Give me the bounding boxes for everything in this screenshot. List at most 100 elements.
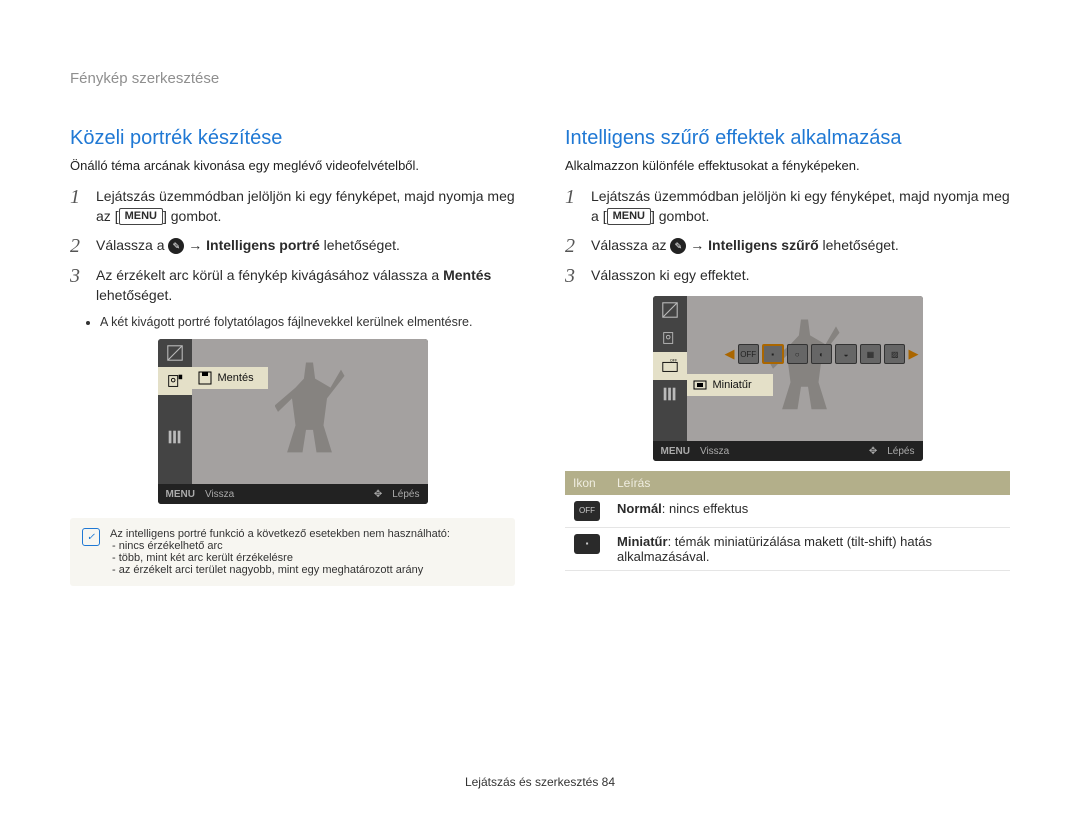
step-label: Lépés xyxy=(887,446,914,457)
silhouette-placeholder xyxy=(275,362,345,452)
page-header: Fénykép szerkesztése xyxy=(70,70,1010,87)
portrait-mode-icon[interactable] xyxy=(653,324,687,352)
left-column: Közeli portrék készítése Önálló téma arc… xyxy=(70,127,515,586)
miniature-icon xyxy=(693,378,707,392)
lcd-action-label: Miniatűr xyxy=(713,379,752,391)
left-step-3: 3 Az érzékelt arc körül a fénykép kivágá… xyxy=(70,266,515,305)
step-text: Válassza az ✎ → Intelligens szűrő lehető… xyxy=(591,236,899,256)
save-icon xyxy=(198,371,212,385)
portrait-mode-icon[interactable] xyxy=(158,367,192,395)
left-sublist: A két kivágott portré folytatólagos fájl… xyxy=(100,315,515,329)
text: Az érzékelt arc körül a fénykép kivágásá… xyxy=(96,267,443,283)
step-number: 3 xyxy=(565,266,581,286)
note-item: - több, mint két arc került érzékelésre xyxy=(110,552,450,564)
filter-thumb[interactable]: ▨ xyxy=(884,344,905,364)
filter-mode-icon[interactable]: OFF xyxy=(158,395,192,423)
effect-desc: : nincs effektus xyxy=(662,501,748,516)
adjust-icon[interactable] xyxy=(653,380,687,408)
menu-label: MENU xyxy=(661,446,690,457)
text: lehetőséget. xyxy=(320,237,400,253)
left-title: Közeli portrék készítése xyxy=(70,127,515,150)
lcd-action-save[interactable]: Mentés xyxy=(192,367,268,389)
normal-effect-icon: OFF xyxy=(574,501,600,521)
lcd-main: ◀ OFF ▪ ○ ◐ ◒ ▦ ▨ ▶ xyxy=(687,296,923,441)
left-step-1: 1 Lejátszás üzemmódban jelöljön ki egy f… xyxy=(70,187,515,226)
step-text: Válassza a ✎ → Intelligens portré lehető… xyxy=(96,236,400,256)
note-item: - az érzékelt arci terület nagyobb, mint… xyxy=(110,564,450,576)
step-text: Az érzékelt arc körül a fénykép kivágásá… xyxy=(96,266,515,305)
note-item: - nincs érzékelhető arc xyxy=(110,540,450,552)
arrow: → xyxy=(686,237,708,253)
filter-thumb[interactable]: ◐ xyxy=(811,344,832,364)
menu-button-label: MENU xyxy=(119,208,163,225)
text: lehetőséget. xyxy=(96,287,172,303)
bold-text: Intelligens szűrő xyxy=(708,237,818,253)
col-icon: Ikon xyxy=(565,471,609,495)
step-text: Lejátszás üzemmódban jelöljön ki egy fén… xyxy=(96,187,515,226)
effect-name: Normál xyxy=(617,501,662,516)
step-number: 2 xyxy=(70,236,86,256)
exposure-icon[interactable] xyxy=(158,339,192,367)
text: Válassza az xyxy=(591,237,670,253)
svg-text:OFF: OFF xyxy=(166,408,167,409)
text: gombot. xyxy=(167,208,221,224)
text: gombot. xyxy=(655,208,709,224)
effect-table: Ikon Leírás OFF Normál: nincs effektus ▪… xyxy=(565,471,1010,571)
filter-thumb[interactable]: OFF xyxy=(738,344,759,364)
col-desc: Leírás xyxy=(609,471,1010,495)
adjust-icon[interactable] xyxy=(158,423,192,451)
camera-lcd-filter: OFF ◀ OFF ▪ ○ ◐ ◒ ▦ ▨ ▶ xyxy=(653,296,923,461)
filter-mode-icon[interactable]: OFF xyxy=(653,352,687,380)
step-number: 1 xyxy=(565,187,581,207)
text: Lejátszás üzemmódban jelöljön ki egy fén… xyxy=(591,188,1010,224)
edit-icon: ✎ xyxy=(670,238,686,254)
info-icon: ✓ xyxy=(82,528,100,546)
left-subtitle: Önálló téma arcának kivonása egy meglévő… xyxy=(70,158,515,173)
table-row: OFF Normál: nincs effektus xyxy=(565,495,1010,528)
miniature-effect-icon: ▪ xyxy=(574,534,600,554)
lcd-footer: MENU Vissza ✥ Lépés xyxy=(653,441,923,461)
menu-button-label: MENU xyxy=(607,208,651,225)
filter-thumb-selected[interactable]: ▪ xyxy=(762,344,784,364)
filter-thumb[interactable]: ○ xyxy=(787,344,808,364)
back-label: Vissza xyxy=(205,489,234,500)
right-step-2: 2 Válassza az ✎ → Intelligens szűrő lehe… xyxy=(565,236,1010,256)
lcd-sidebar: OFF xyxy=(653,296,687,441)
lcd-main xyxy=(192,339,428,484)
info-note: ✓ Az intelligens portré funkció a követk… xyxy=(70,518,515,586)
bullet-item: A két kivágott portré folytatólagos fájl… xyxy=(100,315,515,329)
bold-text: Intelligens portré xyxy=(206,237,320,253)
strip-arrow-left[interactable]: ◀ xyxy=(725,346,735,362)
right-subtitle: Alkalmazzon különféle effektusokat a fén… xyxy=(565,158,1010,173)
edit-icon: ✎ xyxy=(168,238,184,254)
arrow: → xyxy=(184,237,206,253)
right-step-1: 1 Lejátszás üzemmódban jelöljön ki egy f… xyxy=(565,187,1010,226)
text: lehetőséget. xyxy=(819,237,899,253)
camera-lcd-portrait: OFF Mentés MENU Vissza ✥ Lépés xyxy=(158,339,428,504)
content-columns: Közeli portrék készítése Önálló téma arc… xyxy=(70,127,1010,586)
filter-thumb[interactable]: ▦ xyxy=(860,344,881,364)
right-title: Intelligens szűrő effektek alkalmazása xyxy=(565,127,1010,150)
table-row: ▪ Miniatűr: témák miniatürizálása makett… xyxy=(565,528,1010,571)
step-text: Válasszon ki egy effektet. xyxy=(591,266,750,286)
filter-thumb[interactable]: ◒ xyxy=(835,344,856,364)
svg-text:OFF: OFF xyxy=(670,359,678,363)
left-step-2: 2 Válassza a ✎ → Intelligens portré lehe… xyxy=(70,236,515,256)
exposure-icon[interactable] xyxy=(653,296,687,324)
note-lead: Az intelligens portré funkció a következ… xyxy=(110,528,450,540)
text: Válassza a xyxy=(96,237,168,253)
strip-arrow-right[interactable]: ▶ xyxy=(908,346,918,362)
step-label: Lépés xyxy=(392,489,419,500)
step-number: 3 xyxy=(70,266,86,286)
bold-text: Mentés xyxy=(443,267,491,283)
effect-name: Miniatűr xyxy=(617,534,668,549)
lcd-footer: MENU Vissza ✥ Lépés xyxy=(158,484,428,504)
lcd-sidebar: OFF xyxy=(158,339,192,484)
filter-thumbnail-strip: ◀ OFF ▪ ○ ◐ ◒ ▦ ▨ ▶ xyxy=(721,336,923,372)
step-number: 1 xyxy=(70,187,86,207)
back-label: Vissza xyxy=(700,446,729,457)
right-column: Intelligens szűrő effektek alkalmazása A… xyxy=(565,127,1010,586)
lcd-action-label: Mentés xyxy=(218,372,254,384)
lcd-action-miniature[interactable]: Miniatűr xyxy=(687,374,773,396)
note-content: Az intelligens portré funkció a következ… xyxy=(110,528,450,576)
